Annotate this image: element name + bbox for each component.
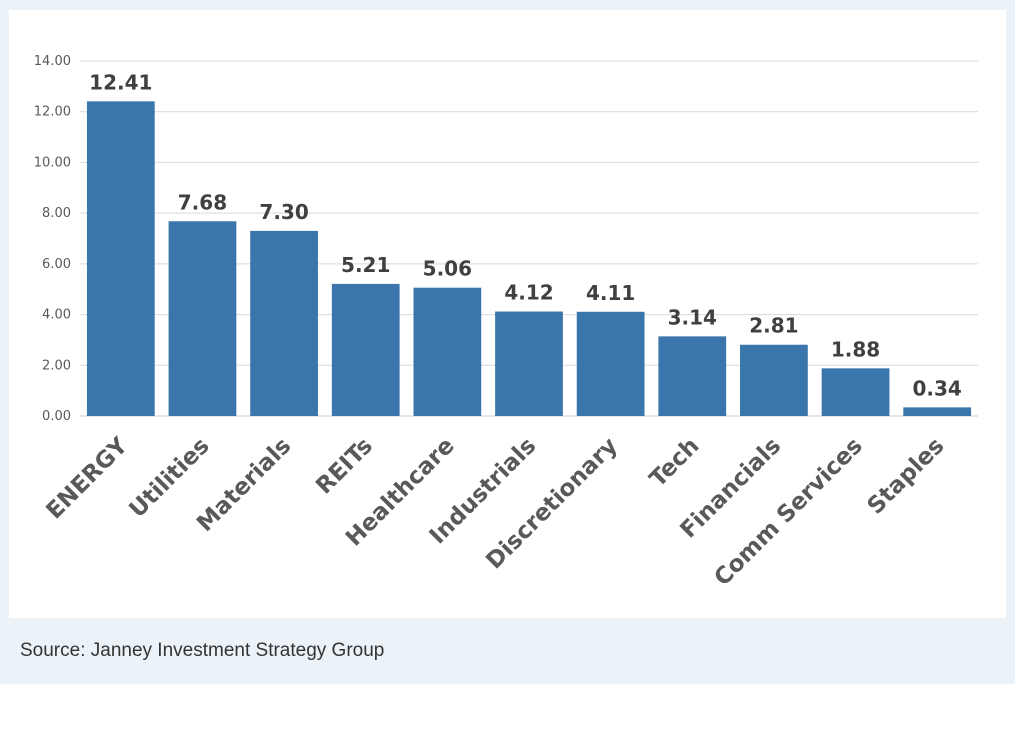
y-tick-label: 10.00: [34, 155, 71, 170]
data-label: 1.88: [831, 337, 880, 361]
y-tick-label: 2.00: [42, 358, 71, 373]
bar: [168, 221, 237, 416]
data-label: 3.14: [668, 305, 717, 329]
y-tick-label: 6.00: [42, 257, 71, 272]
bar: [658, 336, 727, 416]
bars: [86, 101, 972, 416]
bar-chart: 0.00 2.00 4.00 6.00 8.00 10.00 12.00 14.00 12.4…: [34, 54, 978, 592]
bar: [250, 230, 318, 416]
x-tick-label: REITs: [311, 433, 378, 500]
y-tick-label: 8.00: [42, 206, 71, 221]
y-tick-label: 4.00: [42, 308, 71, 323]
source-note: Source: Janney Investment Strategy Group: [20, 640, 385, 661]
data-label: 12.41: [89, 70, 152, 94]
bar: [413, 287, 482, 416]
data-label: 2.81: [749, 314, 798, 338]
bar: [576, 311, 645, 416]
x-tick-label: Tech: [645, 433, 705, 493]
y-tick-label: 14.00: [34, 54, 71, 69]
data-label: 4.11: [586, 281, 635, 305]
data-label: 7.30: [259, 200, 308, 224]
data-label: 5.06: [423, 257, 472, 281]
x-tick-label: Comm Services: [709, 433, 867, 591]
y-tick-label: 12.00: [34, 105, 71, 120]
bar: [903, 407, 972, 416]
data-label: 4.12: [504, 281, 553, 305]
bar: [331, 283, 400, 416]
x-tick-label: Staples: [863, 433, 950, 520]
data-label: 7.68: [178, 190, 227, 214]
y-axis-ticks: 0.00 2.00 4.00 6.00 8.00 10.00 12.00 14.00: [34, 54, 71, 424]
x-tick-label: ENERGY: [42, 433, 134, 525]
bar: [740, 344, 808, 416]
data-label: 5.21: [341, 253, 390, 277]
bar: [86, 101, 155, 416]
y-tick-label: 0.00: [42, 409, 71, 424]
bar: [495, 311, 563, 416]
data-labels: 12.41 7.68 7.30 5.21 5.06 4.12 4.11 3.14 2.81 1.8…: [89, 70, 962, 400]
data-label: 0.34: [913, 376, 962, 400]
bar: [821, 368, 890, 416]
